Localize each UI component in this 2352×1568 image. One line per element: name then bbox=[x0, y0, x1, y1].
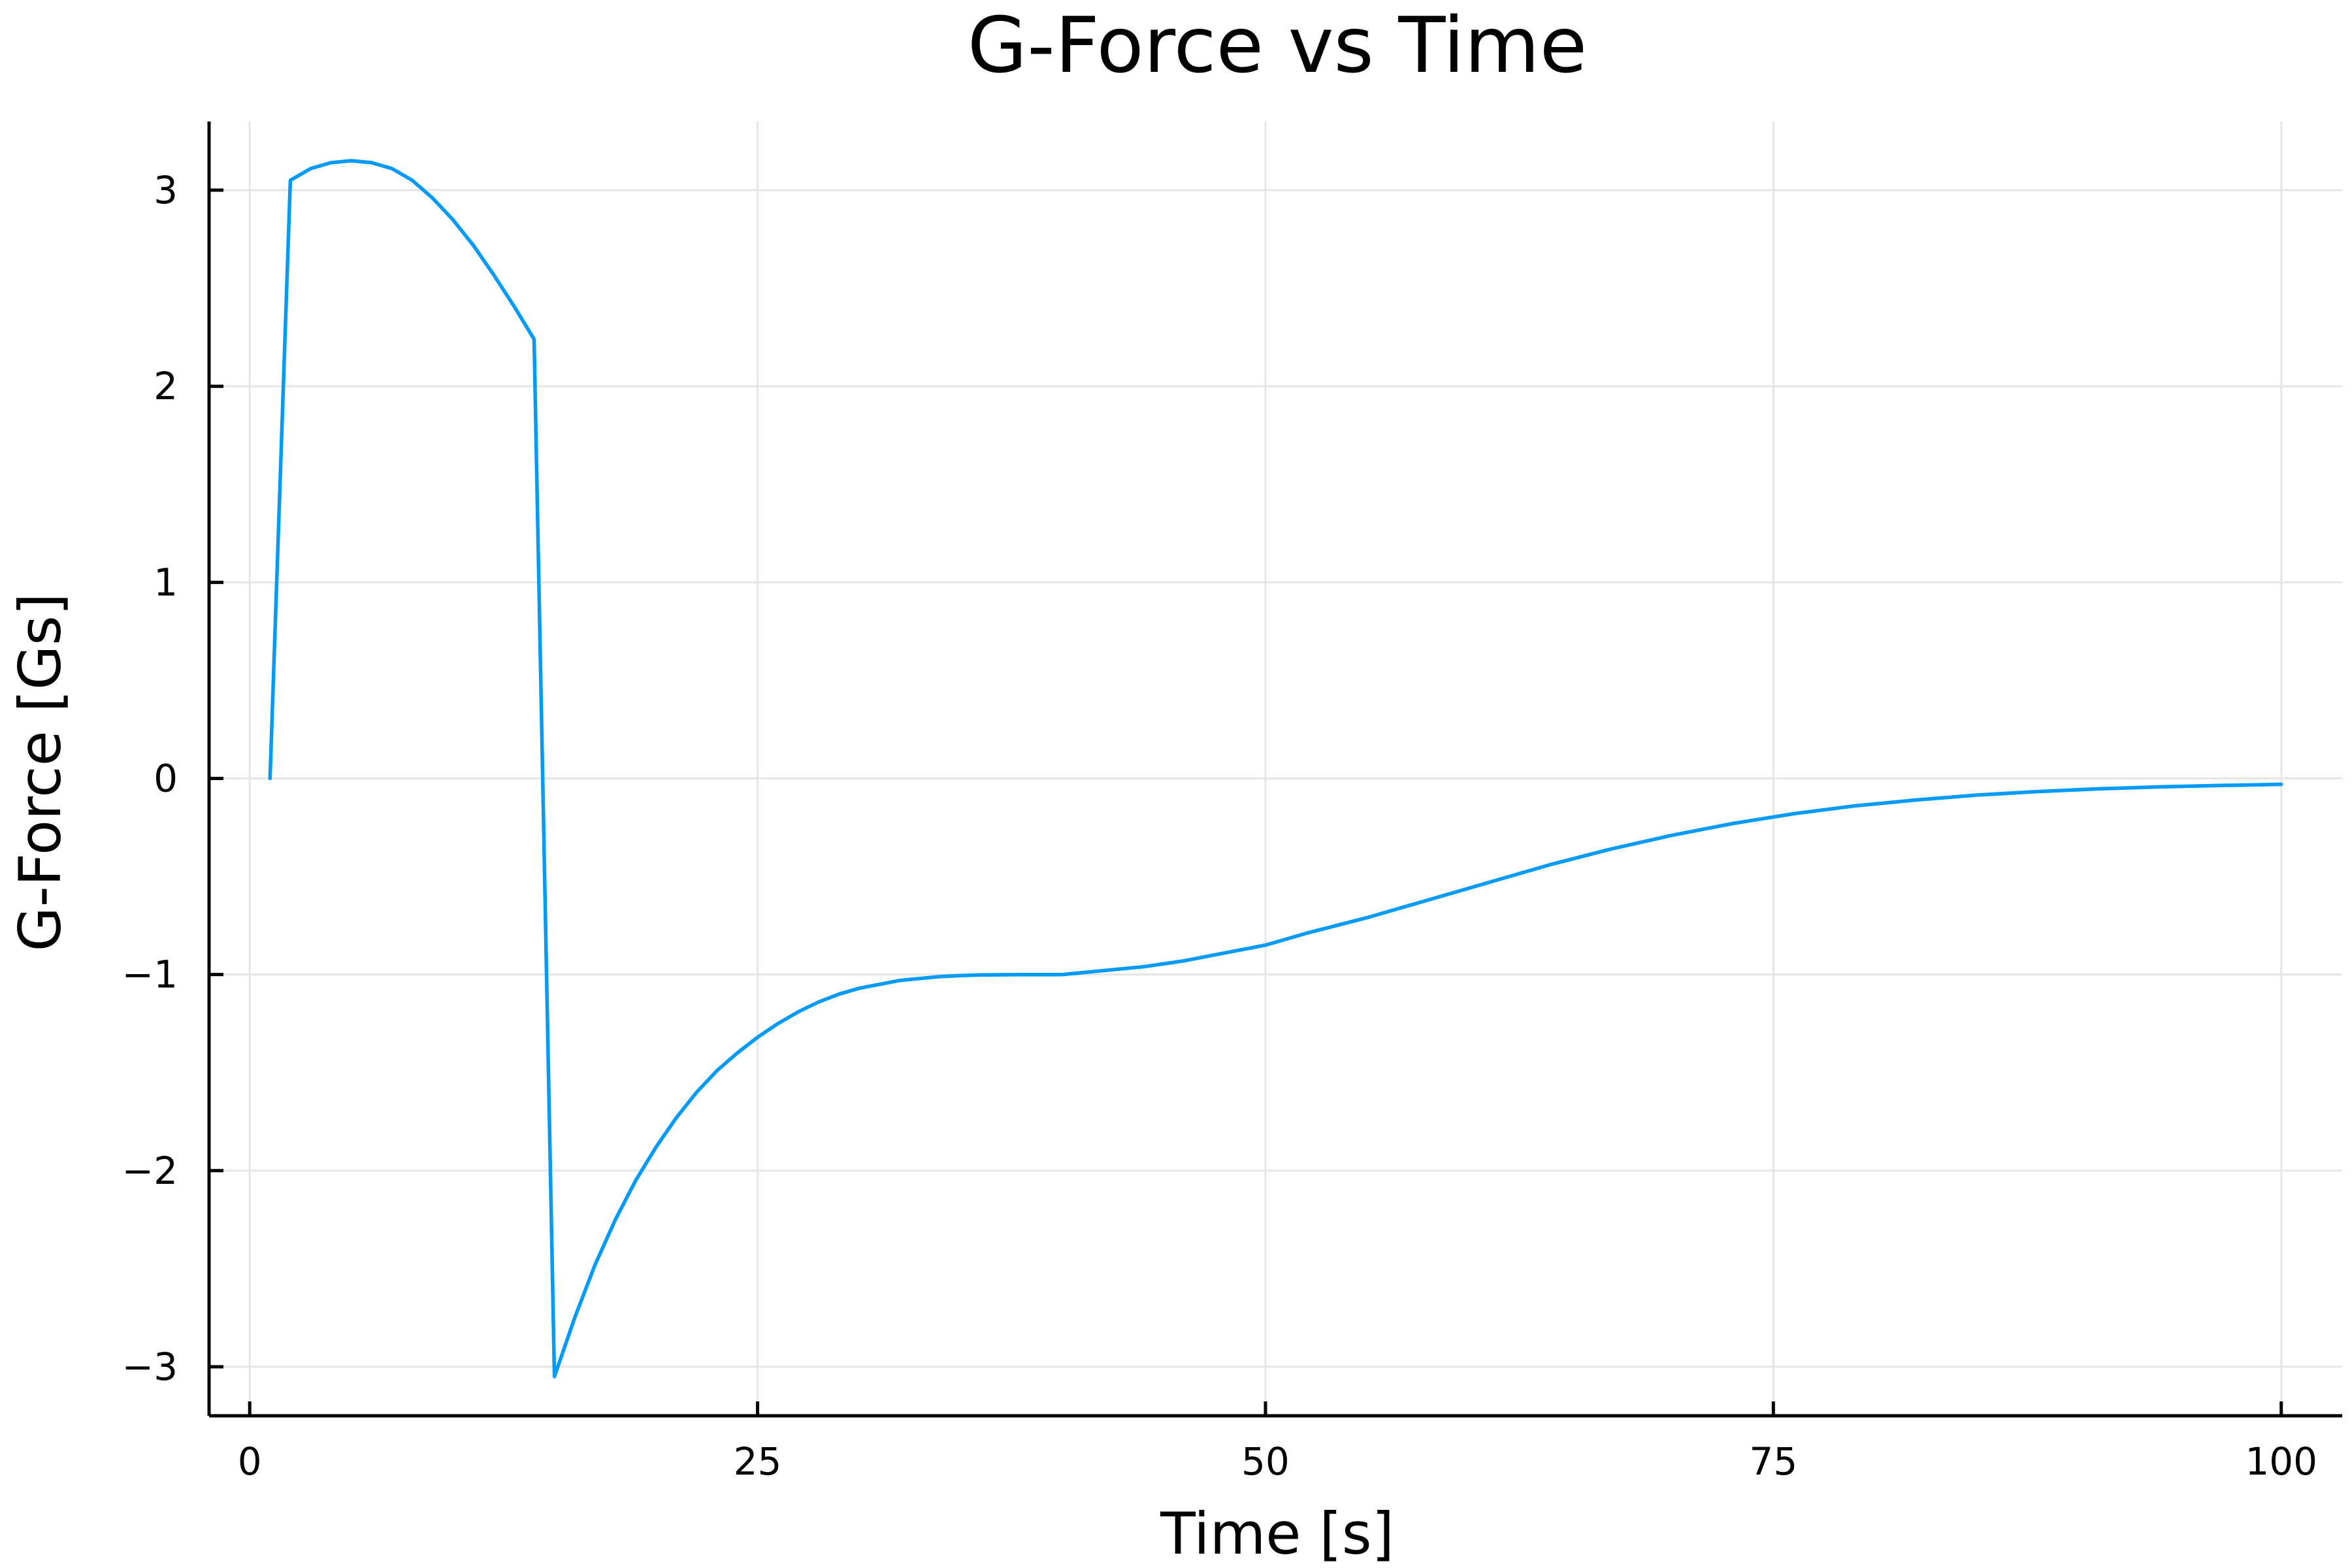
x-tick-label: 25 bbox=[734, 1439, 782, 1484]
x-tick-label: 50 bbox=[1241, 1439, 1290, 1484]
y-tick-label: 0 bbox=[154, 757, 178, 801]
series-line bbox=[268, 159, 2283, 1379]
y-tick-label: −3 bbox=[122, 1345, 178, 1389]
y-tick-label: −2 bbox=[122, 1149, 178, 1193]
y-tick-label: 3 bbox=[154, 168, 178, 212]
x-axis-label: Time [s] bbox=[1160, 1500, 1394, 1567]
chart-title: G-Force vs Time bbox=[968, 0, 1587, 90]
y-axis-label: G-Force [Gs] bbox=[7, 593, 74, 952]
y-tick-label: −1 bbox=[122, 953, 178, 997]
grid bbox=[209, 122, 2342, 1416]
axes bbox=[207, 122, 2342, 1418]
series bbox=[268, 159, 2283, 1379]
ticks: 0 25 50 75 100 −3 −2 −1 0 1 2 3 bbox=[122, 168, 2318, 1484]
y-tick-label: 1 bbox=[154, 560, 178, 604]
x-tick-label: 75 bbox=[1749, 1439, 1797, 1484]
y-tick-label: 2 bbox=[154, 364, 178, 408]
x-tick-label: 0 bbox=[238, 1439, 262, 1484]
x-tick-label: 100 bbox=[2245, 1439, 2317, 1484]
